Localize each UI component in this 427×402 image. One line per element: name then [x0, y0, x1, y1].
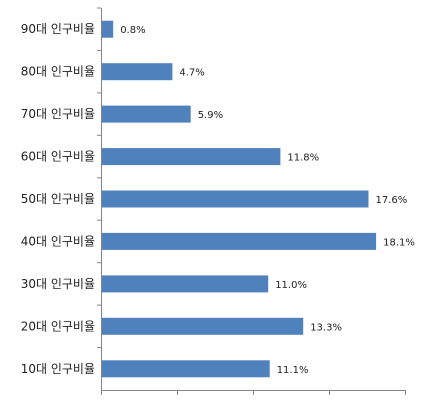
category-label: 60대 인구비율 — [21, 150, 95, 164]
category-label: 10대 인구비율 — [21, 362, 95, 376]
bar-6 — [101, 232, 377, 250]
value-label: 4.7% — [179, 68, 204, 79]
bar-2 — [101, 63, 173, 81]
category-label: 50대 인구비율 — [21, 192, 95, 206]
category-label: 40대 인구비율 — [21, 234, 95, 248]
value-label: 13.3% — [310, 322, 342, 333]
bars-layer — [101, 20, 377, 378]
category-label: 30대 인구비율 — [21, 277, 95, 291]
value-label: 18.1% — [383, 237, 415, 248]
bar-7 — [101, 275, 269, 293]
axis-layer — [97, 7, 406, 395]
category-label: 80대 인구비율 — [21, 65, 95, 79]
labels-layer: 90대 인구비율 0.8% 80대 인구비율 4.7% 70대 인구비율 5.9% 60대 … — [21, 22, 415, 376]
value-label: 0.8% — [120, 25, 145, 36]
bar-9 — [101, 360, 270, 378]
bar-5 — [101, 190, 369, 208]
value-label: 11.8% — [287, 153, 319, 164]
bar-3 — [101, 105, 191, 123]
category-label: 20대 인구비율 — [21, 319, 95, 333]
bar-4 — [101, 148, 281, 166]
bar-1 — [101, 20, 114, 38]
value-label: 11.0% — [275, 280, 307, 291]
value-label: 11.1% — [277, 365, 309, 376]
value-label: 17.6% — [376, 195, 408, 206]
bar-8 — [101, 317, 304, 335]
category-label: 70대 인구비율 — [21, 107, 95, 121]
value-label: 5.9% — [198, 110, 223, 121]
category-label: 90대 인구비율 — [21, 22, 95, 36]
